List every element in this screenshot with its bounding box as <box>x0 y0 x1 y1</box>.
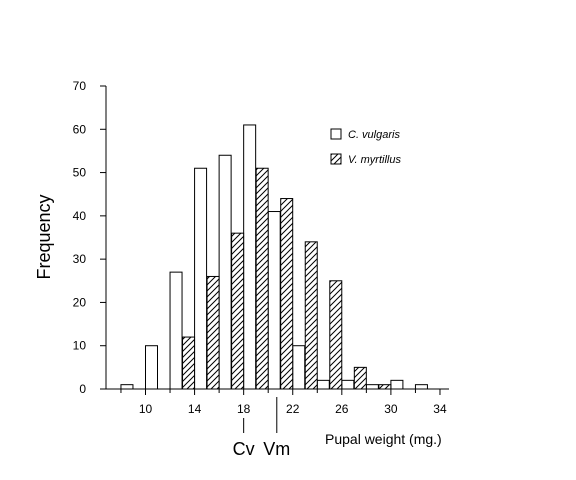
x-axis-title: Pupal weight (mg.) <box>325 431 442 447</box>
y-tick-label: 10 <box>73 339 87 353</box>
y-tick-label: 50 <box>73 166 87 180</box>
legend: C. vulgaris V. myrtillus <box>330 128 401 166</box>
bar-v-myrtillus <box>378 384 392 390</box>
x-tick-label: 30 <box>384 402 398 416</box>
bar-c-vulgaris <box>390 379 404 390</box>
bar-c-vulgaris <box>194 167 208 390</box>
ticks: 0 10 20 30 40 50 60 70 10 14 18 22 26 30 34 <box>73 79 447 416</box>
y-tick-label: 60 <box>73 122 87 136</box>
bar-v-myrtillus <box>353 366 367 390</box>
bar-v-myrtillus <box>206 275 220 390</box>
bar-v-myrtillus <box>182 336 196 390</box>
y-tick-label: 30 <box>73 252 87 266</box>
y-tick-label: 20 <box>73 295 87 309</box>
y-tick-label: 70 <box>73 79 87 93</box>
y-axis-title: Frequency <box>34 194 54 279</box>
legend-label-c-vulgaris: C. vulgaris <box>348 129 400 141</box>
bars <box>120 124 428 390</box>
bar-c-vulgaris <box>243 124 257 390</box>
x-tick-label: 34 <box>433 402 447 416</box>
bar-c-vulgaris <box>267 211 281 390</box>
marker-label-cv: Cv <box>233 439 255 459</box>
marker-label-vm: Vm <box>263 439 290 459</box>
legend-swatch-c-vulgaris <box>330 128 342 140</box>
bar-c-vulgaris <box>365 384 379 390</box>
bar-v-myrtillus <box>329 280 343 390</box>
legend-label-v-myrtillus: V. myrtillus <box>348 154 401 166</box>
x-tick-label: 10 <box>139 402 153 416</box>
bar-c-vulgaris <box>120 384 134 390</box>
bar-c-vulgaris <box>169 271 183 390</box>
bar-v-myrtillus <box>280 198 294 390</box>
bar-c-vulgaris <box>218 154 232 390</box>
x-tick-label: 26 <box>335 402 349 416</box>
bar-c-vulgaris <box>292 345 306 390</box>
y-tick-label: 0 <box>79 382 86 396</box>
bar-c-vulgaris <box>316 379 330 390</box>
x-tick-label: 18 <box>237 402 251 416</box>
bar-v-myrtillus <box>255 167 269 390</box>
bar-c-vulgaris <box>414 384 428 390</box>
x-tick-label: 14 <box>188 402 202 416</box>
bar-v-myrtillus <box>304 241 318 390</box>
bar-c-vulgaris <box>145 345 158 390</box>
x-tick-label: 22 <box>286 402 300 416</box>
markers: Cv Vm <box>233 397 290 459</box>
y-tick-label: 40 <box>73 209 87 223</box>
bar-v-myrtillus <box>231 232 245 390</box>
legend-swatch-v-myrtillus <box>330 153 342 165</box>
bar-c-vulgaris <box>341 379 355 390</box>
